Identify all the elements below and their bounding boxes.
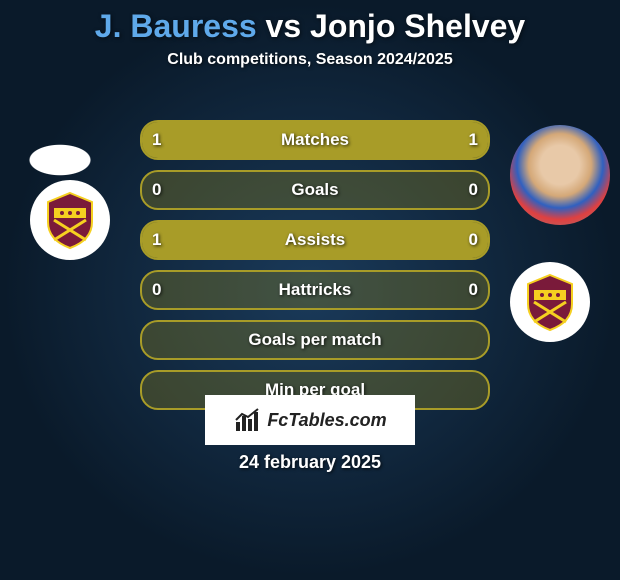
stat-label: Goals per match: [142, 330, 488, 350]
player2-name: Jonjo Shelvey: [310, 8, 525, 44]
source-text: FcTables.com: [267, 410, 386, 431]
crest-icon: [520, 272, 580, 332]
stat-label: Assists: [142, 230, 488, 250]
stat-label: Goals: [142, 180, 488, 200]
comparison-infographic: J. Bauress vs Jonjo Shelvey Club competi…: [0, 0, 620, 580]
stat-value-right: 0: [469, 230, 478, 250]
stat-value-left: 1: [152, 130, 161, 150]
main-title: J. Bauress vs Jonjo Shelvey: [0, 0, 620, 45]
date-text: 24 february 2025: [0, 452, 620, 473]
stat-value-right: 1: [469, 130, 478, 150]
stats-chart: Matches11Goals00Assists10Hattricks00Goal…: [140, 120, 490, 420]
crest-icon: [40, 190, 100, 250]
stat-row: Matches1 1: [140, 120, 490, 160]
stat-value-left: 1: [152, 230, 161, 250]
stat-value-left: 0: [152, 280, 161, 300]
stat-value-right: 0: [469, 280, 478, 300]
stat-label: Hattricks: [142, 280, 488, 300]
chart-icon: [233, 406, 261, 434]
vs-text: vs: [266, 8, 302, 44]
player2-avatar: [510, 125, 610, 225]
subtitle: Club competitions, Season 2024/2025: [0, 51, 620, 69]
player1-name: J. Bauress: [95, 8, 257, 44]
stat-row: Assists1 0: [140, 220, 490, 260]
stat-value-left: 0: [152, 180, 161, 200]
stat-value-right: 0: [469, 180, 478, 200]
stat-row: Goals per match: [140, 320, 490, 360]
stat-row: Hattricks0 0: [140, 270, 490, 310]
stat-label: Matches: [142, 130, 488, 150]
stat-row: Goals0 0: [140, 170, 490, 210]
player1-club-crest: [30, 180, 110, 260]
source-badge: FcTables.com: [205, 395, 415, 445]
player2-club-crest: [510, 262, 590, 342]
